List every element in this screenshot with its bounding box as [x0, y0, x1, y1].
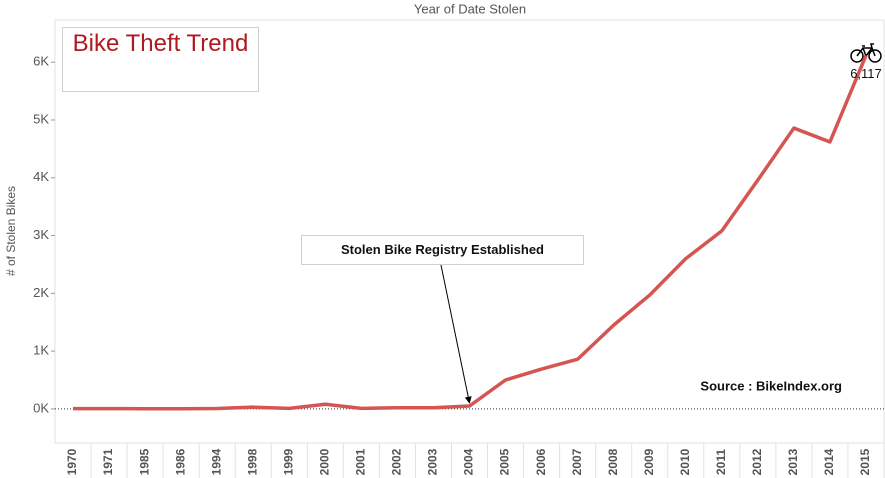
plot-area: [54, 19, 885, 444]
x-tick-label: 2001: [354, 448, 368, 475]
x-tick-label: 2007: [570, 448, 584, 475]
x-tick-label: 1971: [101, 448, 115, 475]
y-tick-label: 3K: [33, 227, 49, 242]
x-tick-label: 2000: [317, 448, 331, 475]
x-tick-label: 1985: [137, 448, 151, 475]
annotation-arrow: [440, 264, 472, 404]
y-tick-label: 1K: [33, 343, 49, 358]
annotation: Stolen Bike Registry Established: [340, 242, 544, 257]
data-label: 6,117: [850, 66, 882, 81]
x-tick-label: 1970: [65, 448, 79, 475]
y-tick-label: 6K: [33, 54, 49, 69]
x-tick-label: 1999: [281, 448, 295, 475]
x-tick-label: 2003: [426, 448, 440, 475]
y-tick-label: 0K: [33, 400, 49, 415]
x-tick-label: 2005: [498, 448, 512, 475]
x-tick-label: 2009: [642, 448, 656, 475]
y-tick-label: 4K: [33, 169, 49, 184]
y-tick-label: 5K: [33, 111, 49, 126]
chart-title: Bike Theft Trend: [72, 30, 249, 57]
x-tick-label: 2011: [714, 449, 728, 475]
x-tick-label: 2015: [858, 448, 872, 475]
x-tick-label: 2002: [390, 448, 404, 475]
x-tick-label: 2010: [678, 448, 692, 475]
x-tick-label: 2014: [822, 448, 836, 475]
data-line: [73, 54, 868, 411]
x-tick-label: 1998: [245, 448, 259, 475]
annotation-box: Stolen Bike Registry Established: [301, 235, 584, 265]
x-tick-label: 1986: [173, 448, 187, 475]
source-note: Source : BikeIndex.org: [700, 378, 842, 393]
x-tick-label: 2012: [750, 448, 764, 475]
x-tick-label: 2013: [786, 448, 800, 475]
y-axis-title: # of Stolen Bikes: [4, 186, 18, 276]
x-axis-title: Year of Date Stolen: [414, 1, 526, 16]
x-tick-label: 1994: [209, 448, 223, 475]
x-tick-label: 2004: [462, 448, 476, 475]
title-box: Bike Theft Trend: [62, 27, 259, 92]
x-tick-label: 2008: [606, 448, 620, 475]
y-tick-label: 2K: [33, 285, 49, 300]
x-tick-label: 2006: [534, 448, 548, 475]
